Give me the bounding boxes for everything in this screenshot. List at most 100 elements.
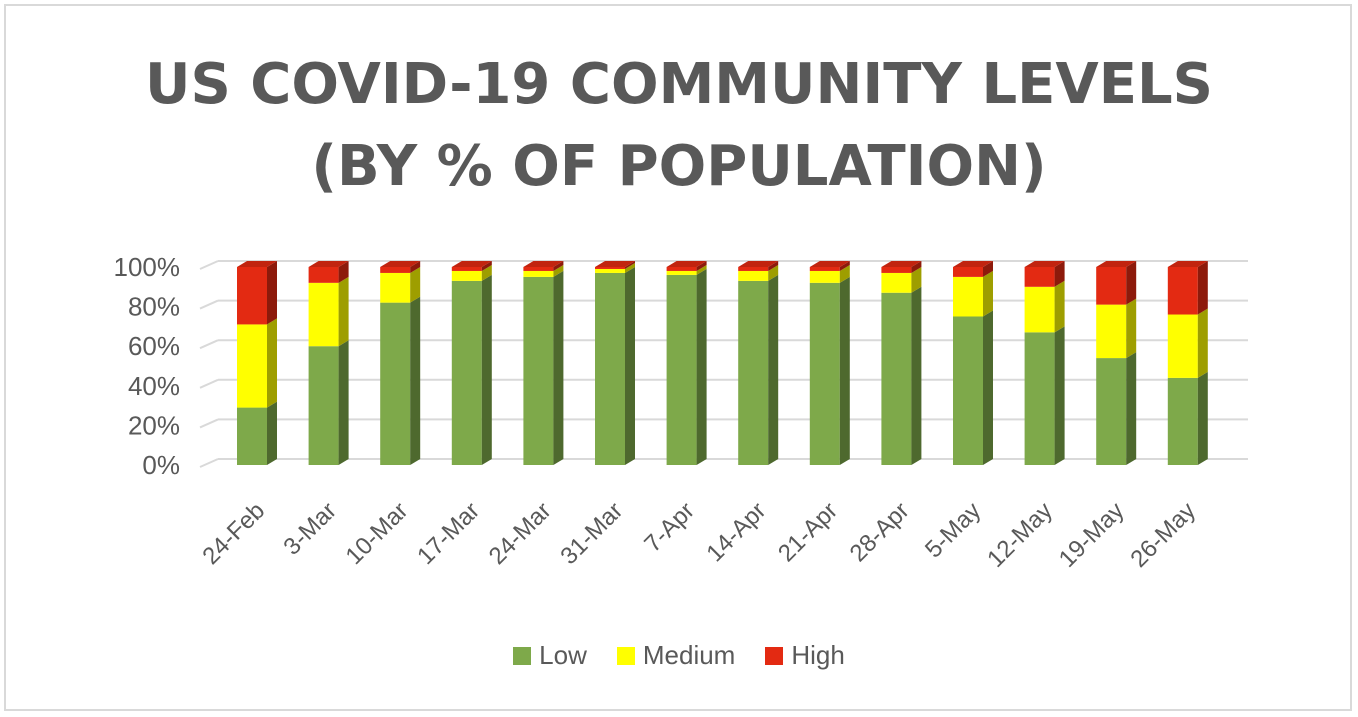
gridline-side	[199, 418, 219, 429]
legend-swatch-high	[765, 646, 784, 665]
bar-medium-7-apr	[666, 270, 697, 275]
bar-medium-28-apr-side	[911, 266, 922, 293]
bar-high-24-feb-side	[267, 261, 277, 325]
x-tick-label: 7-Apr	[639, 497, 700, 558]
bar-medium-21-apr	[809, 270, 840, 283]
bar-low-26-may-side	[1197, 371, 1208, 465]
x-tick-label: 10-Mar	[341, 497, 414, 570]
bar-low-31-mar	[595, 272, 625, 465]
bar-high-10-mar	[380, 267, 411, 273]
bar-high-12-may-side	[1054, 261, 1065, 287]
bar-low-21-apr-side	[839, 276, 850, 465]
y-tick-label: 0%	[142, 450, 180, 480]
bar-high-28-apr	[881, 267, 912, 273]
x-tick-label: 26-May	[1125, 497, 1201, 573]
x-tick-label: 3-Mar	[278, 497, 341, 560]
bar-high-7-apr	[666, 267, 697, 271]
x-tick-label: 19-May	[1054, 497, 1130, 573]
bar-low-10-mar	[380, 302, 411, 465]
bar-high-24-feb-top	[237, 261, 277, 267]
gridline-side	[199, 339, 219, 350]
bar-medium-21-apr-side	[839, 264, 850, 283]
bar-medium-3-mar-side	[338, 276, 349, 347]
x-tick-label: 21-Apr	[773, 497, 843, 567]
bar-medium-31-mar	[595, 268, 625, 273]
bar-low-7-apr-side	[696, 268, 707, 465]
bar-high-24-mar	[523, 267, 554, 271]
bar-low-12-may	[1024, 332, 1055, 465]
bar-high-14-apr	[738, 267, 769, 271]
bar-high-19-may-side	[1126, 261, 1137, 305]
bar-high-7-apr-top	[666, 261, 707, 267]
bar-high-5-may-top	[953, 261, 993, 267]
y-tick-label: 100%	[114, 252, 181, 282]
legend-swatch-medium	[616, 646, 635, 665]
y-tick-label: 60%	[128, 331, 180, 361]
bar-medium-24-feb	[237, 324, 267, 408]
bar-high-3-mar	[308, 267, 339, 283]
legend-label-high: High	[791, 640, 845, 670]
legend-swatch-low	[513, 646, 532, 665]
bar-medium-5-may	[953, 276, 983, 317]
bar-high-31-mar-side	[625, 261, 635, 269]
gridline-side	[199, 260, 219, 270]
bar-low-28-apr-side	[911, 286, 922, 465]
bar-low-10-mar-side	[410, 296, 421, 465]
legend-item-high: High	[765, 640, 845, 671]
bar-low-19-may	[1096, 358, 1127, 465]
chart-title-line-2: (BY % OF POPULATION)	[311, 134, 1047, 199]
bar-high-5-may	[953, 267, 983, 277]
bar-low-14-apr	[738, 280, 769, 465]
bar-low-3-mar	[308, 346, 339, 465]
bar-medium-14-apr	[738, 270, 769, 281]
bar-medium-10-mar	[380, 272, 411, 303]
bar-medium-17-mar-side	[481, 264, 492, 281]
bar-medium-24-feb-side	[267, 318, 277, 408]
x-tick-label: 28-Apr	[845, 497, 915, 567]
bar-medium-24-mar-side	[553, 264, 564, 277]
legend-label-low: Low	[539, 640, 587, 670]
chart-title-line-1: US COVID-19 COMMUNITY LEVELS	[145, 52, 1213, 117]
bar-low-24-mar-side	[553, 270, 564, 465]
bar-high-31-mar-top	[595, 261, 635, 267]
bar-high-19-may	[1096, 267, 1127, 305]
bar-low-24-mar	[523, 276, 554, 465]
bar-high-24-feb	[237, 267, 267, 325]
bar-high-5-may-side	[983, 261, 993, 277]
bar-medium-31-mar-side	[625, 262, 635, 273]
bar-medium-7-apr-side	[696, 264, 707, 275]
bar-low-24-feb-side	[267, 401, 277, 465]
bar-low-24-feb	[237, 407, 267, 465]
y-tick-label: 40%	[128, 371, 180, 401]
bar-high-14-apr-side	[768, 261, 779, 271]
bar-low-28-apr	[881, 292, 912, 465]
bar-low-26-may	[1167, 377, 1198, 465]
gridline-side	[199, 458, 219, 468]
bar-low-3-mar-side	[338, 340, 349, 465]
x-tick-label: 17-Mar	[412, 497, 485, 570]
bar-medium-10-mar-side	[410, 266, 421, 303]
legend: Low Medium High	[0, 640, 1358, 671]
bar-high-28-apr-side	[911, 261, 922, 273]
gridline-side	[199, 378, 219, 389]
bar-high-17-mar-top	[451, 261, 492, 267]
bar-medium-24-mar	[523, 270, 554, 277]
bar-low-31-mar-side	[625, 266, 635, 465]
x-tick-label: 12-May	[982, 497, 1058, 573]
bar-low-5-may	[953, 316, 983, 465]
bar-high-10-mar-top	[380, 261, 421, 267]
bar-high-3-mar-side	[338, 261, 349, 283]
bar-high-17-mar-side	[481, 261, 492, 271]
bar-low-7-apr	[666, 274, 697, 465]
x-tick-label: 14-Apr	[701, 497, 771, 567]
bar-high-12-may	[1024, 267, 1055, 287]
bar-low-14-apr-side	[768, 274, 779, 465]
bar-high-21-apr	[809, 267, 840, 271]
bar-high-14-apr-top	[738, 261, 779, 267]
bar-high-21-apr-side	[839, 261, 850, 271]
bar-high-28-apr-top	[881, 261, 922, 267]
x-tick-label: 24-Mar	[484, 497, 557, 570]
bar-high-19-may-top	[1096, 261, 1137, 267]
bar-high-12-may-top	[1024, 261, 1065, 267]
